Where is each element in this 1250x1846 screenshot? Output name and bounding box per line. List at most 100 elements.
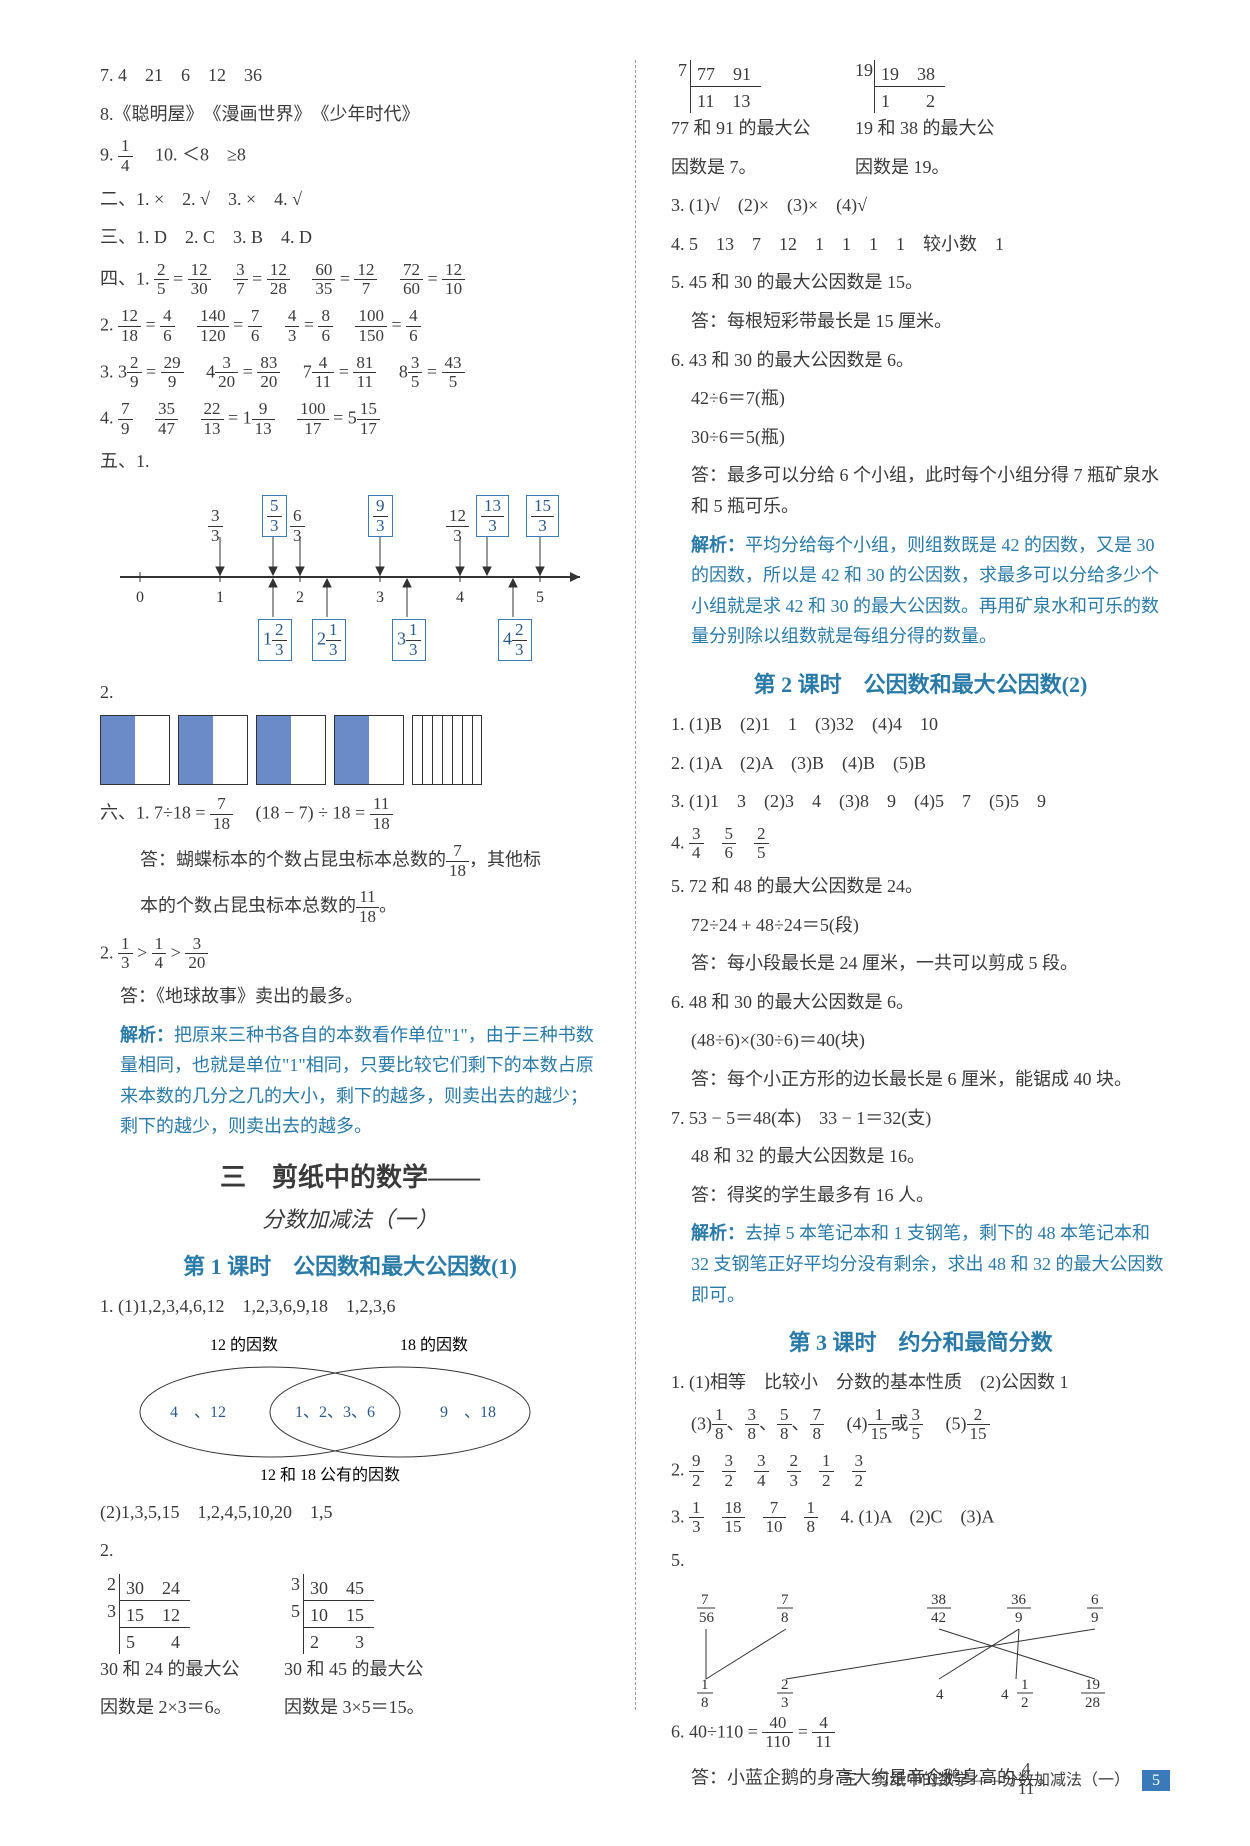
l3-q2: 2. 92 32 34 23 12 32 [671,1452,1170,1490]
svg-text:9 、18: 9 、18 [440,1404,496,1421]
l1-q2-label: 2. [100,1535,600,1566]
r-q3: 3. (1)√ (2)× (3)× (4)√ [671,190,1170,221]
footer-text: 三 剪纸中的数学——分数加减法（一） [842,1772,1130,1789]
l3-q1a: 1. (1)相等 比较小 分数的基本性质 (2)公因数 1 [671,1367,1170,1398]
l1-q1: 1. (1)1,2,3,4,6,12 1,2,3,6,9,18 1,2,3,6 [100,1291,600,1322]
answer-6-2: 答：《地球故事》卖出的最多。 [100,981,600,1012]
svg-text:56: 56 [699,1610,715,1626]
svg-text:9: 9 [1015,1610,1023,1626]
svg-text:8: 8 [701,1695,709,1711]
svg-text:2: 2 [1021,1695,1029,1711]
svg-text:4 、12: 4 、12 [170,1404,226,1421]
chapter-3-subtitle: 分数加减法（一） [100,1202,600,1234]
svg-text:2: 2 [781,1677,789,1693]
l2-q7: 7. 53 − 5＝48(本) 33 − 1＝32(支) [671,1103,1170,1134]
svg-text:0: 0 [136,589,144,606]
l1-q1-2: (2)1,3,5,15 1,2,4,5,10,20 1,5 [100,1497,600,1528]
svg-text:2: 2 [296,589,304,606]
analysis-1: 解析：把原来三种书各自的本数看作单位"1"，由于三种书数量相同，也就是单位"1"… [100,1020,600,1142]
venn-diagram: 12 的因数 18 的因数 4 、12 1、2、3、6 9 、18 12 和 1… [100,1332,600,1487]
svg-text:6: 6 [1091,1592,1099,1608]
r-q5a: 答：每根短彩带最长是 15 厘米。 [671,306,1170,337]
section-2-answers: 二、1. × 2. √ 3. × 4. √ [100,184,600,215]
svg-text:9: 9 [1091,1610,1099,1626]
l2-q6: 6. 48 和 30 的最大公因数是 6。 [671,987,1170,1018]
l2-q6b: 答：每个小正方形的边长最长是 6 厘米，能锯成 40 块。 [671,1064,1170,1095]
svg-text:4: 4 [936,1687,944,1703]
svg-text:3: 3 [781,1695,789,1711]
l3-q3: 3. 13 1815 710 18 4. (1)A (2)C (3)A [671,1499,1170,1537]
left-column: 7. 4 21 6 12 36 8.《聪明屋》 《漫画世界》 《少年时代》 9.… [100,60,600,1806]
svg-text:19: 19 [1085,1677,1100,1693]
answer-6-1b: 本的个数占昆虫标本总数的1118。 [100,888,600,926]
svg-text:36: 36 [1011,1592,1027,1608]
answer-6-1a: 答：蝴蝶标本的个数占昆虫标本总数的718，其他标 [100,842,600,880]
l2-q4: 4. 34 56 25 [671,825,1170,863]
svg-text:42: 42 [931,1610,946,1626]
r-q6b: 30÷6＝5(瓶) [671,422,1170,453]
svg-text:7: 7 [781,1592,789,1608]
svg-text:7: 7 [701,1592,709,1608]
svg-text:1: 1 [1021,1677,1029,1693]
l2-q5b: 答：每小段最长是 24 厘米，一共可以剪成 5 段。 [671,948,1170,979]
l2-q7b: 答：得奖的学生最多有 16 人。 [671,1180,1170,1211]
analysis-2: 解析：平均分给每个小组，则组数既是 42 的因数，又是 30 的因数，所以是 4… [671,530,1170,652]
gcf-calc-group-1: 230 24 315 12 5 4 30 和 24 的最大公 因数是 2×3＝6… [100,1574,600,1731]
lesson-3-title: 第 3 课时 约分和最简分数 [671,1325,1170,1357]
q9-label: 9. [100,145,114,165]
svg-text:28: 28 [1085,1695,1100,1711]
svg-text:18 的因数: 18 的因数 [400,1336,468,1354]
r-q5: 5. 45 和 30 的最大公因数是 15。 [671,267,1170,298]
column-divider [635,60,636,1710]
number-line-diagram: 012345 33 [100,487,600,667]
r-q4: 4. 5 13 7 12 1 1 1 1 较小数 1 [671,229,1170,260]
r-q6a: 42÷6＝7(瓶) [671,383,1170,414]
svg-text:12 和 18 公有的因数: 12 和 18 公有的因数 [260,1466,400,1482]
l2-q3: 3. (1)1 3 (2)3 4 (3)8 9 (4)5 7 (5)5 9 [671,786,1170,817]
right-column: 777 91 11 13 77 和 91 的最大公 因数是 7。 1919 38… [671,60,1170,1806]
cross-matching-diagram: 756 78 3842 369 69 18 23 4 412 1928 [671,1584,1151,1714]
fraction-squares [100,715,600,785]
section-6-1: 六、1. 7÷18 = 718 (18 − 7) ÷ 18 = 1118 [100,795,600,833]
section-4-4: 4. 79 3547 2213 = 1913 10017 = 51517 [100,400,600,438]
svg-text:8: 8 [781,1610,789,1626]
svg-text:4: 4 [456,589,464,606]
l3-q6: 6. 40÷110 = 40110 = 411 [671,1714,1170,1752]
l2-q1: 1. (1)B (2)1 1 (3)32 (4)4 10 [671,709,1170,740]
r-q6c: 答：最多可以分给 6 个小组，此时每个小组分得 7 瓶矿泉水和 5 瓶可乐。 [671,460,1170,521]
svg-text:1: 1 [701,1677,709,1693]
lesson-2-title: 第 2 课时 公因数和最大公因数(2) [671,667,1170,699]
svg-text:1: 1 [216,589,224,606]
section-4-3: 3. 329 = 299 4320 = 8320 7411 = 8111 835… [100,354,600,392]
l2-q5: 5. 72 和 48 的最大公因数是 24。 [671,871,1170,902]
l2-q5a: 72÷24 + 48÷24＝5(段) [671,910,1170,941]
frac-1-4: 14 [118,137,133,175]
gcf-calc-group-2: 777 91 11 13 77 和 91 的最大公 因数是 7。 1919 38… [671,60,1170,190]
section-3-answers: 三、1. D 2. C 3. B 4. D [100,222,600,253]
section-5-1-label: 五、1. [100,446,600,477]
svg-text:1、2、3、6: 1、2、3、6 [295,1404,375,1421]
q2-label: 2. [100,677,600,708]
l3-q1b: (3)18、38、58、78 (4)115或35 (5)215 [671,1406,1170,1444]
r-q6: 6. 43 和 30 的最大公因数是 6。 [671,345,1170,376]
section-6-2: 2. 13 > 14 > 320 [100,935,600,973]
l2-q7a: 48 和 32 的最大公因数是 16。 [671,1141,1170,1172]
q10-text: 10. ＜8 ≥8 [137,145,246,165]
analysis-3: 解析：去掉 5 本笔记本和 1 支钢笔，剩下的 48 本笔记本和 32 支钢笔正… [671,1218,1170,1310]
section-4-2: 2. 1218 = 46 140120 = 76 43 = 86 100150 … [100,307,600,345]
svg-text:5: 5 [536,589,544,606]
svg-text:38: 38 [931,1592,946,1608]
page-footer: 三 剪纸中的数学——分数加减法（一） 5 [842,1766,1170,1790]
answer-9-10: 9. 14 10. ＜8 ≥8 [100,137,600,175]
svg-text:3: 3 [376,589,384,606]
svg-text:12 的因数: 12 的因数 [210,1336,278,1354]
l3-q5-label: 5. [671,1545,1170,1576]
page-number: 5 [1142,1770,1170,1791]
lesson-1-title: 第 1 课时 公因数和最大公因数(1) [100,1249,600,1281]
chapter-3-title: 三 剪纸中的数学—— [100,1157,600,1194]
section-4-1: 四、1. 25 = 1230 37 = 1228 6035 = 127 7260… [100,261,600,299]
l2-q2: 2. (1)A (2)A (3)B (4)B (5)B [671,748,1170,779]
svg-text:4: 4 [1001,1687,1009,1703]
answer-8: 8.《聪明屋》 《漫画世界》 《少年时代》 [100,99,600,130]
l2-q6a: (48÷6)×(30÷6)＝40(块) [671,1025,1170,1056]
